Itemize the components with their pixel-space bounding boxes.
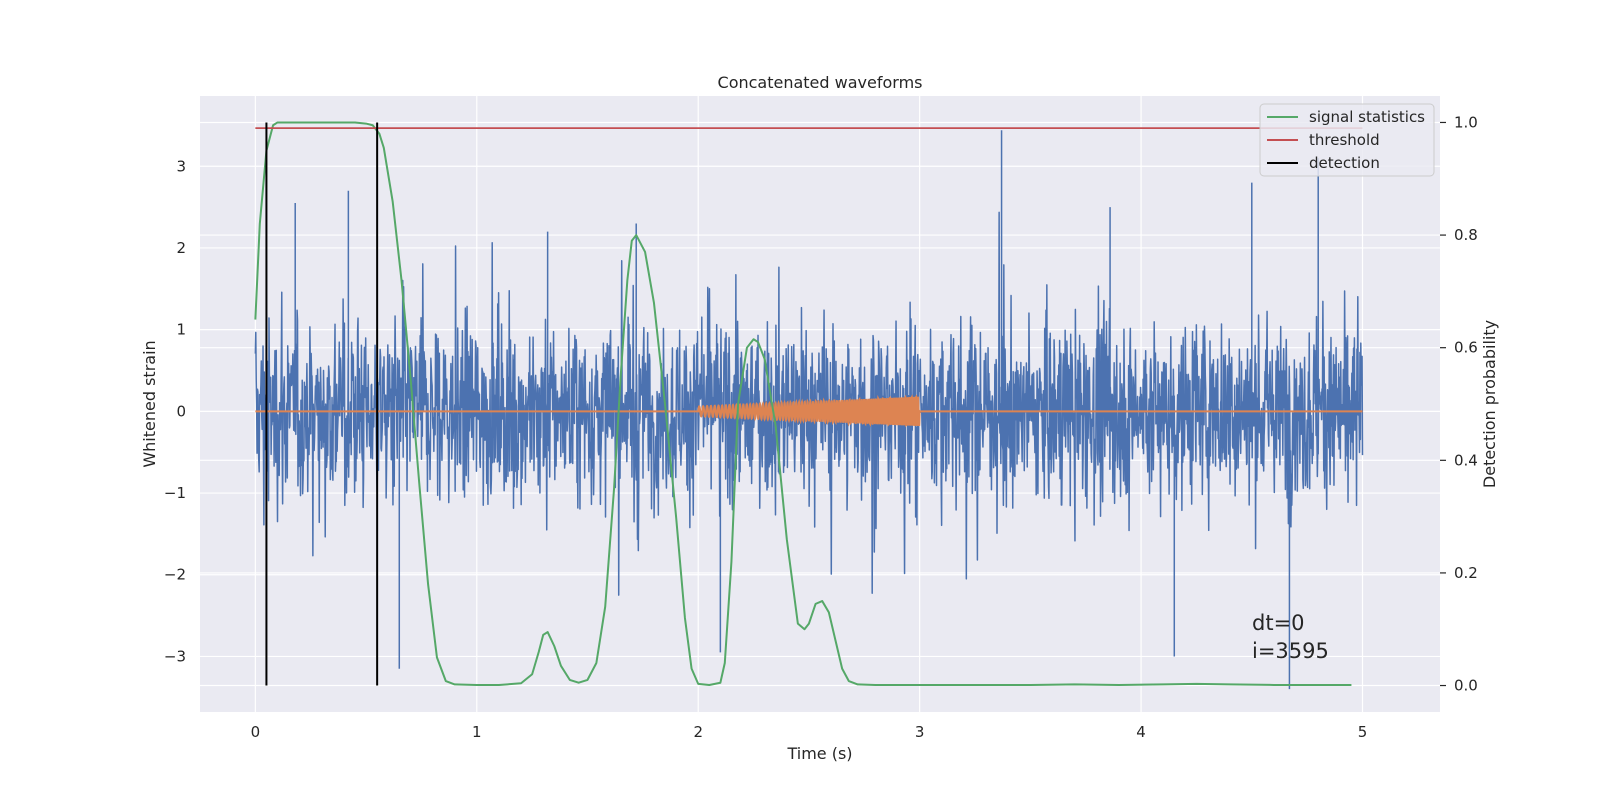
y-tick-label: 1: [176, 321, 186, 339]
x-tick-label: 3: [915, 723, 925, 741]
y-tick-label: −2: [164, 566, 186, 584]
legend-label-threshold: threshold: [1309, 131, 1380, 149]
x-tick-label: 4: [1136, 723, 1146, 741]
annotation-block: dt=0 i=3595: [1252, 611, 1329, 663]
y-tick-label: −3: [164, 647, 186, 665]
legend: signal statistics threshold detection: [1259, 103, 1435, 177]
chirp-series-line: [255, 394, 1363, 428]
y2-tick-label: 0.0: [1454, 677, 1478, 695]
legend-box: [1259, 103, 1435, 177]
y2-tick-label: 1.0: [1454, 113, 1478, 131]
legend-label-signal-statistics: signal statistics: [1309, 108, 1425, 126]
annotation-i: i=3595: [1252, 639, 1329, 663]
x-tick-label: 1: [472, 723, 482, 741]
legend-label-detection: detection: [1309, 154, 1380, 172]
annotation-dt: dt=0: [1252, 611, 1305, 635]
chirp-layer: [255, 394, 1363, 428]
y-tick-label: 0: [176, 402, 186, 420]
x-tick-label: 0: [251, 723, 261, 741]
y2-tick-label: 0.2: [1454, 564, 1478, 582]
axes-layer: 0 1 2 3 4 5 −3 −2 −1 0 1 2 3 0.0 0.2 0.4 0.6 0.8 1.0: [164, 113, 1478, 741]
x-tick-label: 5: [1358, 723, 1368, 741]
x-axis-label: Time (s): [786, 744, 852, 763]
y2-tick-label: 0.6: [1454, 339, 1478, 357]
y2-tick-label: 0.8: [1454, 226, 1478, 244]
y2-tick-label: 0.4: [1454, 451, 1478, 469]
y-tick-label: 3: [176, 157, 186, 175]
stat-layer: [254, 121, 1363, 686]
y-axis-label: Whitened strain: [140, 340, 159, 467]
y-tick-label: −1: [164, 484, 186, 502]
x-tick-label: 2: [693, 723, 703, 741]
signal-statistics-line: [254, 121, 1352, 686]
y-tick-label: 2: [176, 239, 186, 257]
chart-title: Concatenated waveforms: [718, 73, 923, 92]
y2-axis-label: Detection probability: [1480, 320, 1499, 488]
